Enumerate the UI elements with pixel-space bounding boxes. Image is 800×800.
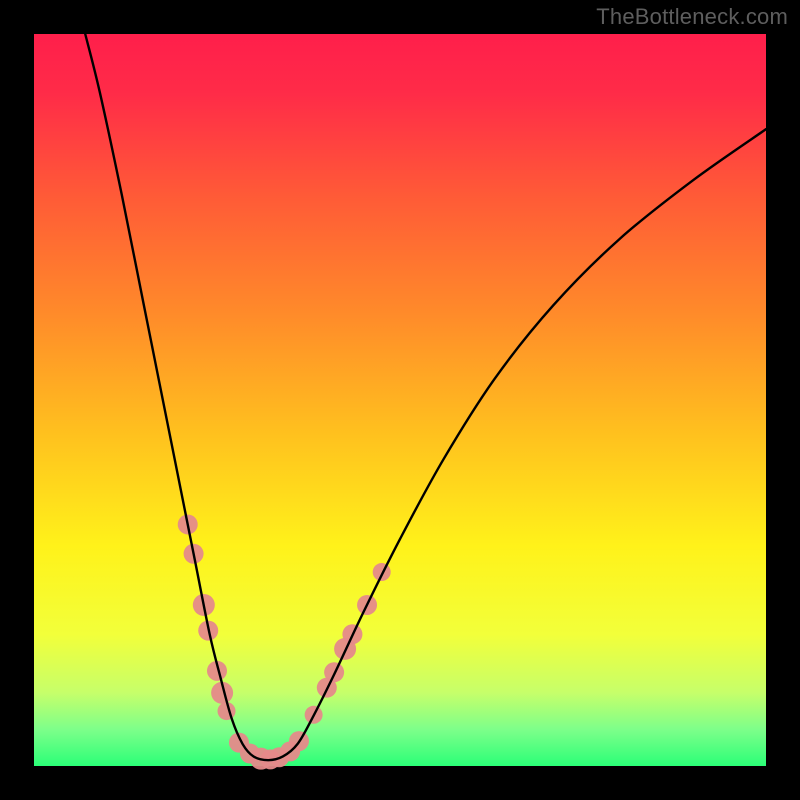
dot-marker xyxy=(373,563,391,581)
dots-group xyxy=(178,514,391,769)
plot-area xyxy=(34,34,766,766)
bottleneck-curve xyxy=(85,34,766,760)
watermark-text: TheBottleneck.com xyxy=(596,4,788,30)
curve-layer xyxy=(34,34,766,766)
chart-frame: TheBottleneck.com xyxy=(0,0,800,800)
